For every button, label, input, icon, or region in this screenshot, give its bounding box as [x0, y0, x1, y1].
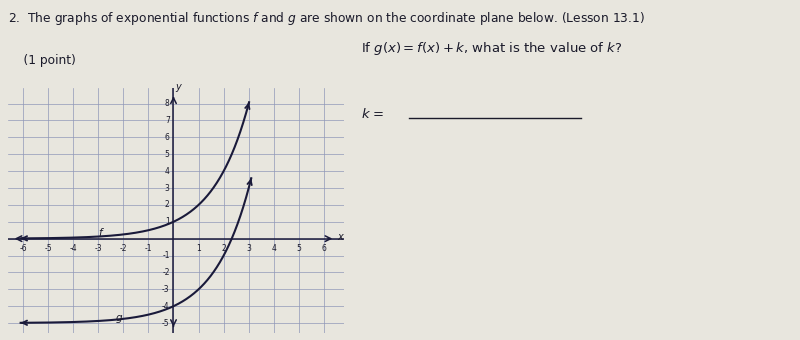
- Text: -6: -6: [19, 244, 27, 253]
- Text: -4: -4: [162, 302, 170, 311]
- Text: -5: -5: [162, 319, 170, 327]
- Text: (1 point): (1 point): [8, 54, 76, 67]
- Text: 1: 1: [165, 217, 170, 226]
- Text: -3: -3: [162, 285, 170, 294]
- Text: $k$ =: $k$ =: [361, 107, 386, 121]
- Text: 4: 4: [165, 167, 170, 176]
- Text: f: f: [98, 227, 102, 238]
- Text: -1: -1: [162, 251, 170, 260]
- Text: -2: -2: [119, 244, 127, 253]
- Text: 6: 6: [165, 133, 170, 142]
- Text: 6: 6: [322, 244, 326, 253]
- Text: g: g: [116, 312, 122, 323]
- Text: 2: 2: [165, 200, 170, 209]
- Text: If $g(x) = f(x) + k$, what is the value of $k$?: If $g(x) = f(x) + k$, what is the value …: [361, 40, 622, 57]
- Text: 8: 8: [165, 99, 170, 108]
- Text: 3: 3: [246, 244, 251, 253]
- Text: 7: 7: [165, 116, 170, 125]
- Text: 5: 5: [297, 244, 302, 253]
- Text: 2.  The graphs of exponential functions $f$ and $g$ are shown on the coordinate : 2. The graphs of exponential functions $…: [8, 10, 645, 27]
- Text: y: y: [175, 82, 181, 92]
- Text: 5: 5: [165, 150, 170, 159]
- Text: 2: 2: [222, 244, 226, 253]
- Text: -3: -3: [94, 244, 102, 253]
- Text: -2: -2: [162, 268, 170, 277]
- Text: -4: -4: [70, 244, 77, 253]
- Text: x: x: [338, 232, 343, 242]
- Text: -5: -5: [44, 244, 52, 253]
- Text: 1: 1: [196, 244, 201, 253]
- Text: 4: 4: [271, 244, 276, 253]
- Text: 3: 3: [165, 184, 170, 192]
- Text: -1: -1: [145, 244, 152, 253]
